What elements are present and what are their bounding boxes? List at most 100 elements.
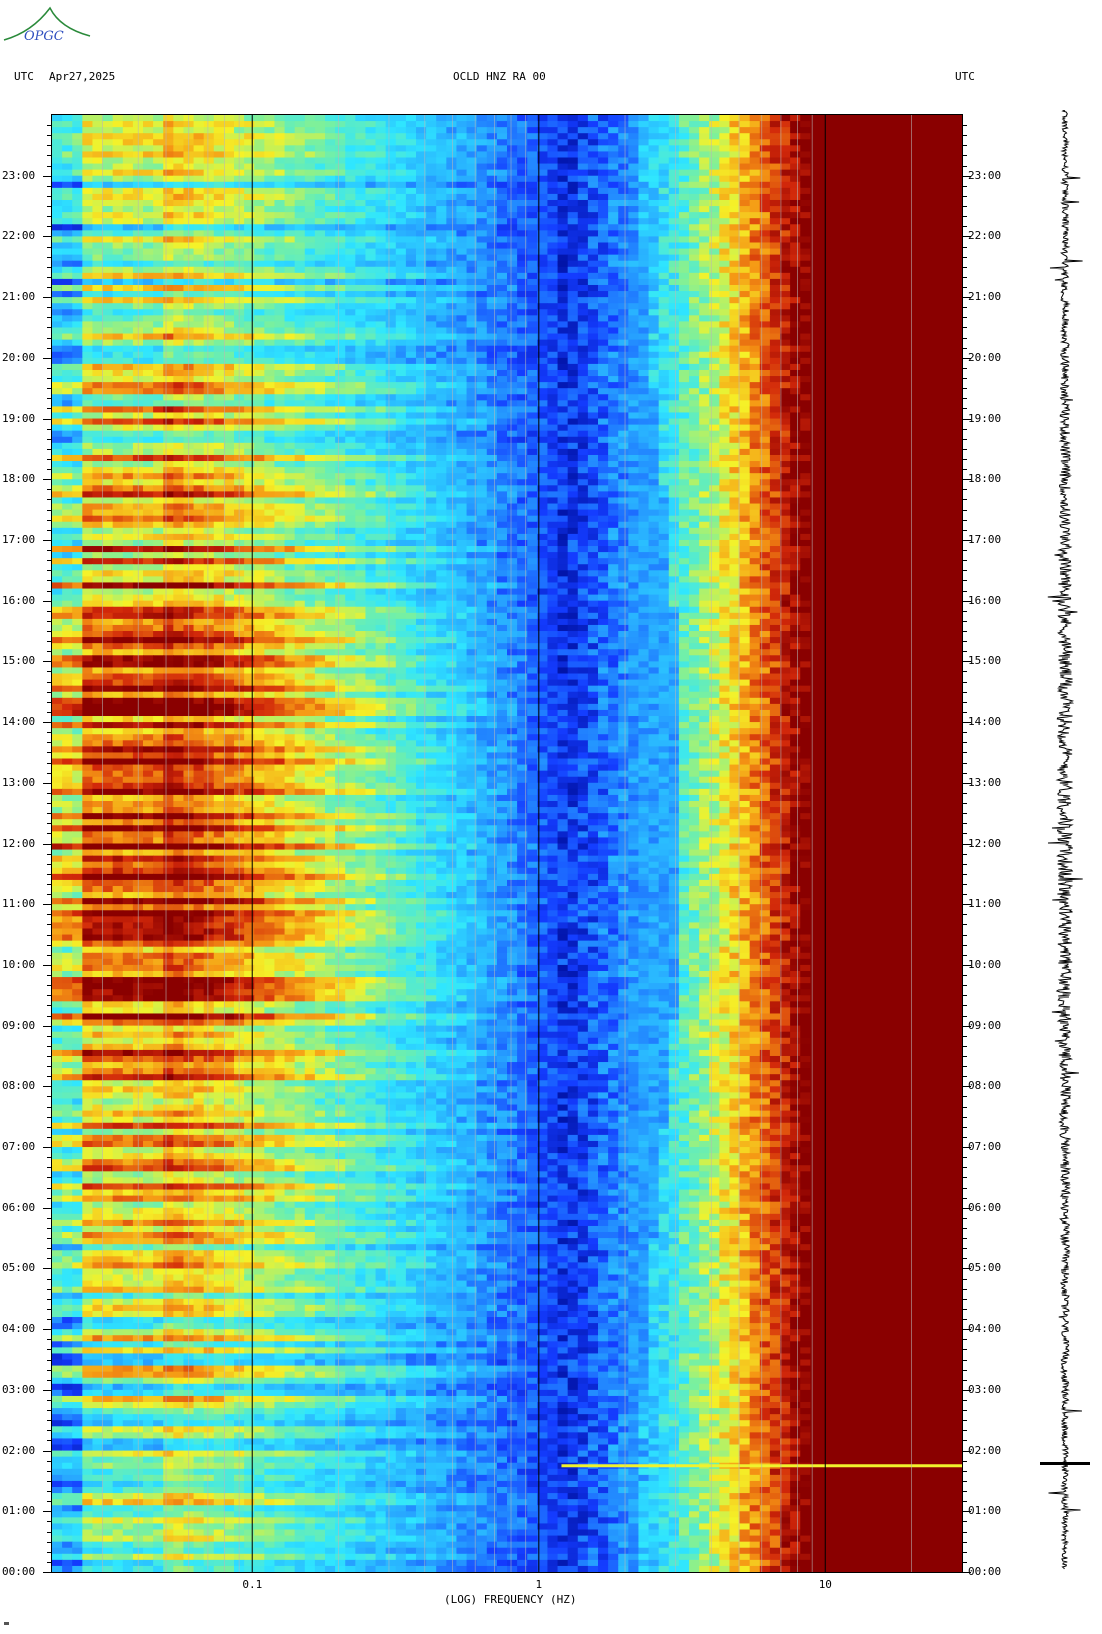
spectrogram-cell [547,309,558,316]
spectrogram-cell [214,273,225,280]
spectrogram-cell [173,158,184,165]
spectrogram-cell [487,340,498,347]
spectrogram-cell [285,255,296,262]
spectrogram-cell [72,242,83,249]
spectrogram-cell [436,230,447,237]
spectrogram-cell [942,376,953,383]
spectrogram-cell [123,419,134,426]
spectrogram-cell [487,145,498,152]
spectrogram-cell [891,249,902,256]
spectrogram-cell [365,334,376,341]
spectrogram-cell [264,242,275,249]
spectrogram-cell [618,340,629,347]
spectrogram-cell [952,340,962,347]
spectrogram-cell [254,315,265,322]
spectrogram-cell [305,249,316,256]
spectrogram-cell [305,400,316,407]
spectrogram-cell [365,291,376,298]
spectrogram-cell [305,182,316,189]
spectrogram-cell [264,170,275,177]
spectrogram-cell [173,273,184,280]
spectrogram-cell [436,151,447,158]
spectrogram-cell [153,230,164,237]
spectrogram-cell [72,176,83,183]
spectrogram-cell [558,394,569,401]
spectrogram-cell [204,285,215,292]
spectrogram-cell [679,267,690,274]
spectrogram-cell [325,388,336,395]
spectrogram-cell [305,133,316,140]
spectrogram-cell [52,212,63,219]
spectrogram-cell [62,412,73,419]
spectrogram-cell [598,145,609,152]
spectrogram-cell [932,388,943,395]
spectrogram-cell [386,273,397,280]
spectrogram-cell [487,170,498,177]
spectrogram-cell [669,340,680,347]
spectrogram-cell [841,133,852,140]
spectrogram-cell [386,285,397,292]
spectrogram-cell [750,182,761,189]
spectrogram-cell [92,364,103,371]
spectrogram-cell [750,249,761,256]
spectrogram-cell [547,327,558,334]
spectrogram-cell [659,224,670,231]
spectrogram-cell [719,267,730,274]
spectrogram-cell [194,242,205,249]
spectrogram-cell [770,315,781,322]
spectrogram-cell [901,321,912,328]
spectrogram-cell [729,139,740,146]
spectrogram-cell [456,200,467,207]
spectrogram-cell [345,358,356,365]
spectrogram-cell [487,321,498,328]
spectrogram-cell [638,261,649,268]
spectrogram-cell [386,224,397,231]
spectrogram-cell [295,176,306,183]
spectrogram-cell [588,285,599,292]
spectrogram-cell [62,303,73,310]
spectrogram-cell [527,388,538,395]
spectrogram-cell [254,151,265,158]
spectrogram-cell [709,334,720,341]
spectrogram-cell [143,255,154,262]
spectrogram-cell [295,431,306,438]
spectrogram-cell [669,327,680,334]
spectrogram-cell [264,224,275,231]
spectrogram-cell [547,303,558,310]
spectrogram-cell [527,255,538,262]
spectrogram-cell [376,182,387,189]
spectrogram-cell [295,394,306,401]
spectrogram-cell [355,394,366,401]
spectrogram-cell [901,200,912,207]
spectrogram-cell [932,443,943,450]
spectrogram-cell [113,261,124,268]
spectrogram-cell [325,285,336,292]
spectrogram-cell [780,242,791,249]
spectrogram-cell [153,334,164,341]
spectrogram-cell [72,145,83,152]
spectrogram-cell [113,242,124,249]
spectrogram-cell [295,273,306,280]
spectrogram-cell [406,164,417,171]
spectrogram-cell [800,158,811,165]
spectrogram-cell [285,151,296,158]
spectrogram-cell [274,261,285,268]
spectrogram-cell [52,334,63,341]
spectrogram-cell [679,315,690,322]
spectrogram-cell [922,182,933,189]
spectrogram-cell [365,388,376,395]
spectrogram-cell [254,297,265,304]
spectrogram-cell [285,315,296,322]
spectrogram-cell [628,139,639,146]
spectrogram-cell [163,309,174,316]
spectrogram-cell [285,406,296,413]
spectrogram-cell [264,382,275,389]
spectrogram-cell [911,133,922,140]
spectrogram-cell [52,449,63,456]
spectrogram-cell [52,388,63,395]
spectrogram-cell [922,412,933,419]
spectrogram-cell [365,285,376,292]
spectrogram-cell [315,425,326,432]
spectrogram-cell [598,273,609,280]
spectrogram-cell [517,139,528,146]
